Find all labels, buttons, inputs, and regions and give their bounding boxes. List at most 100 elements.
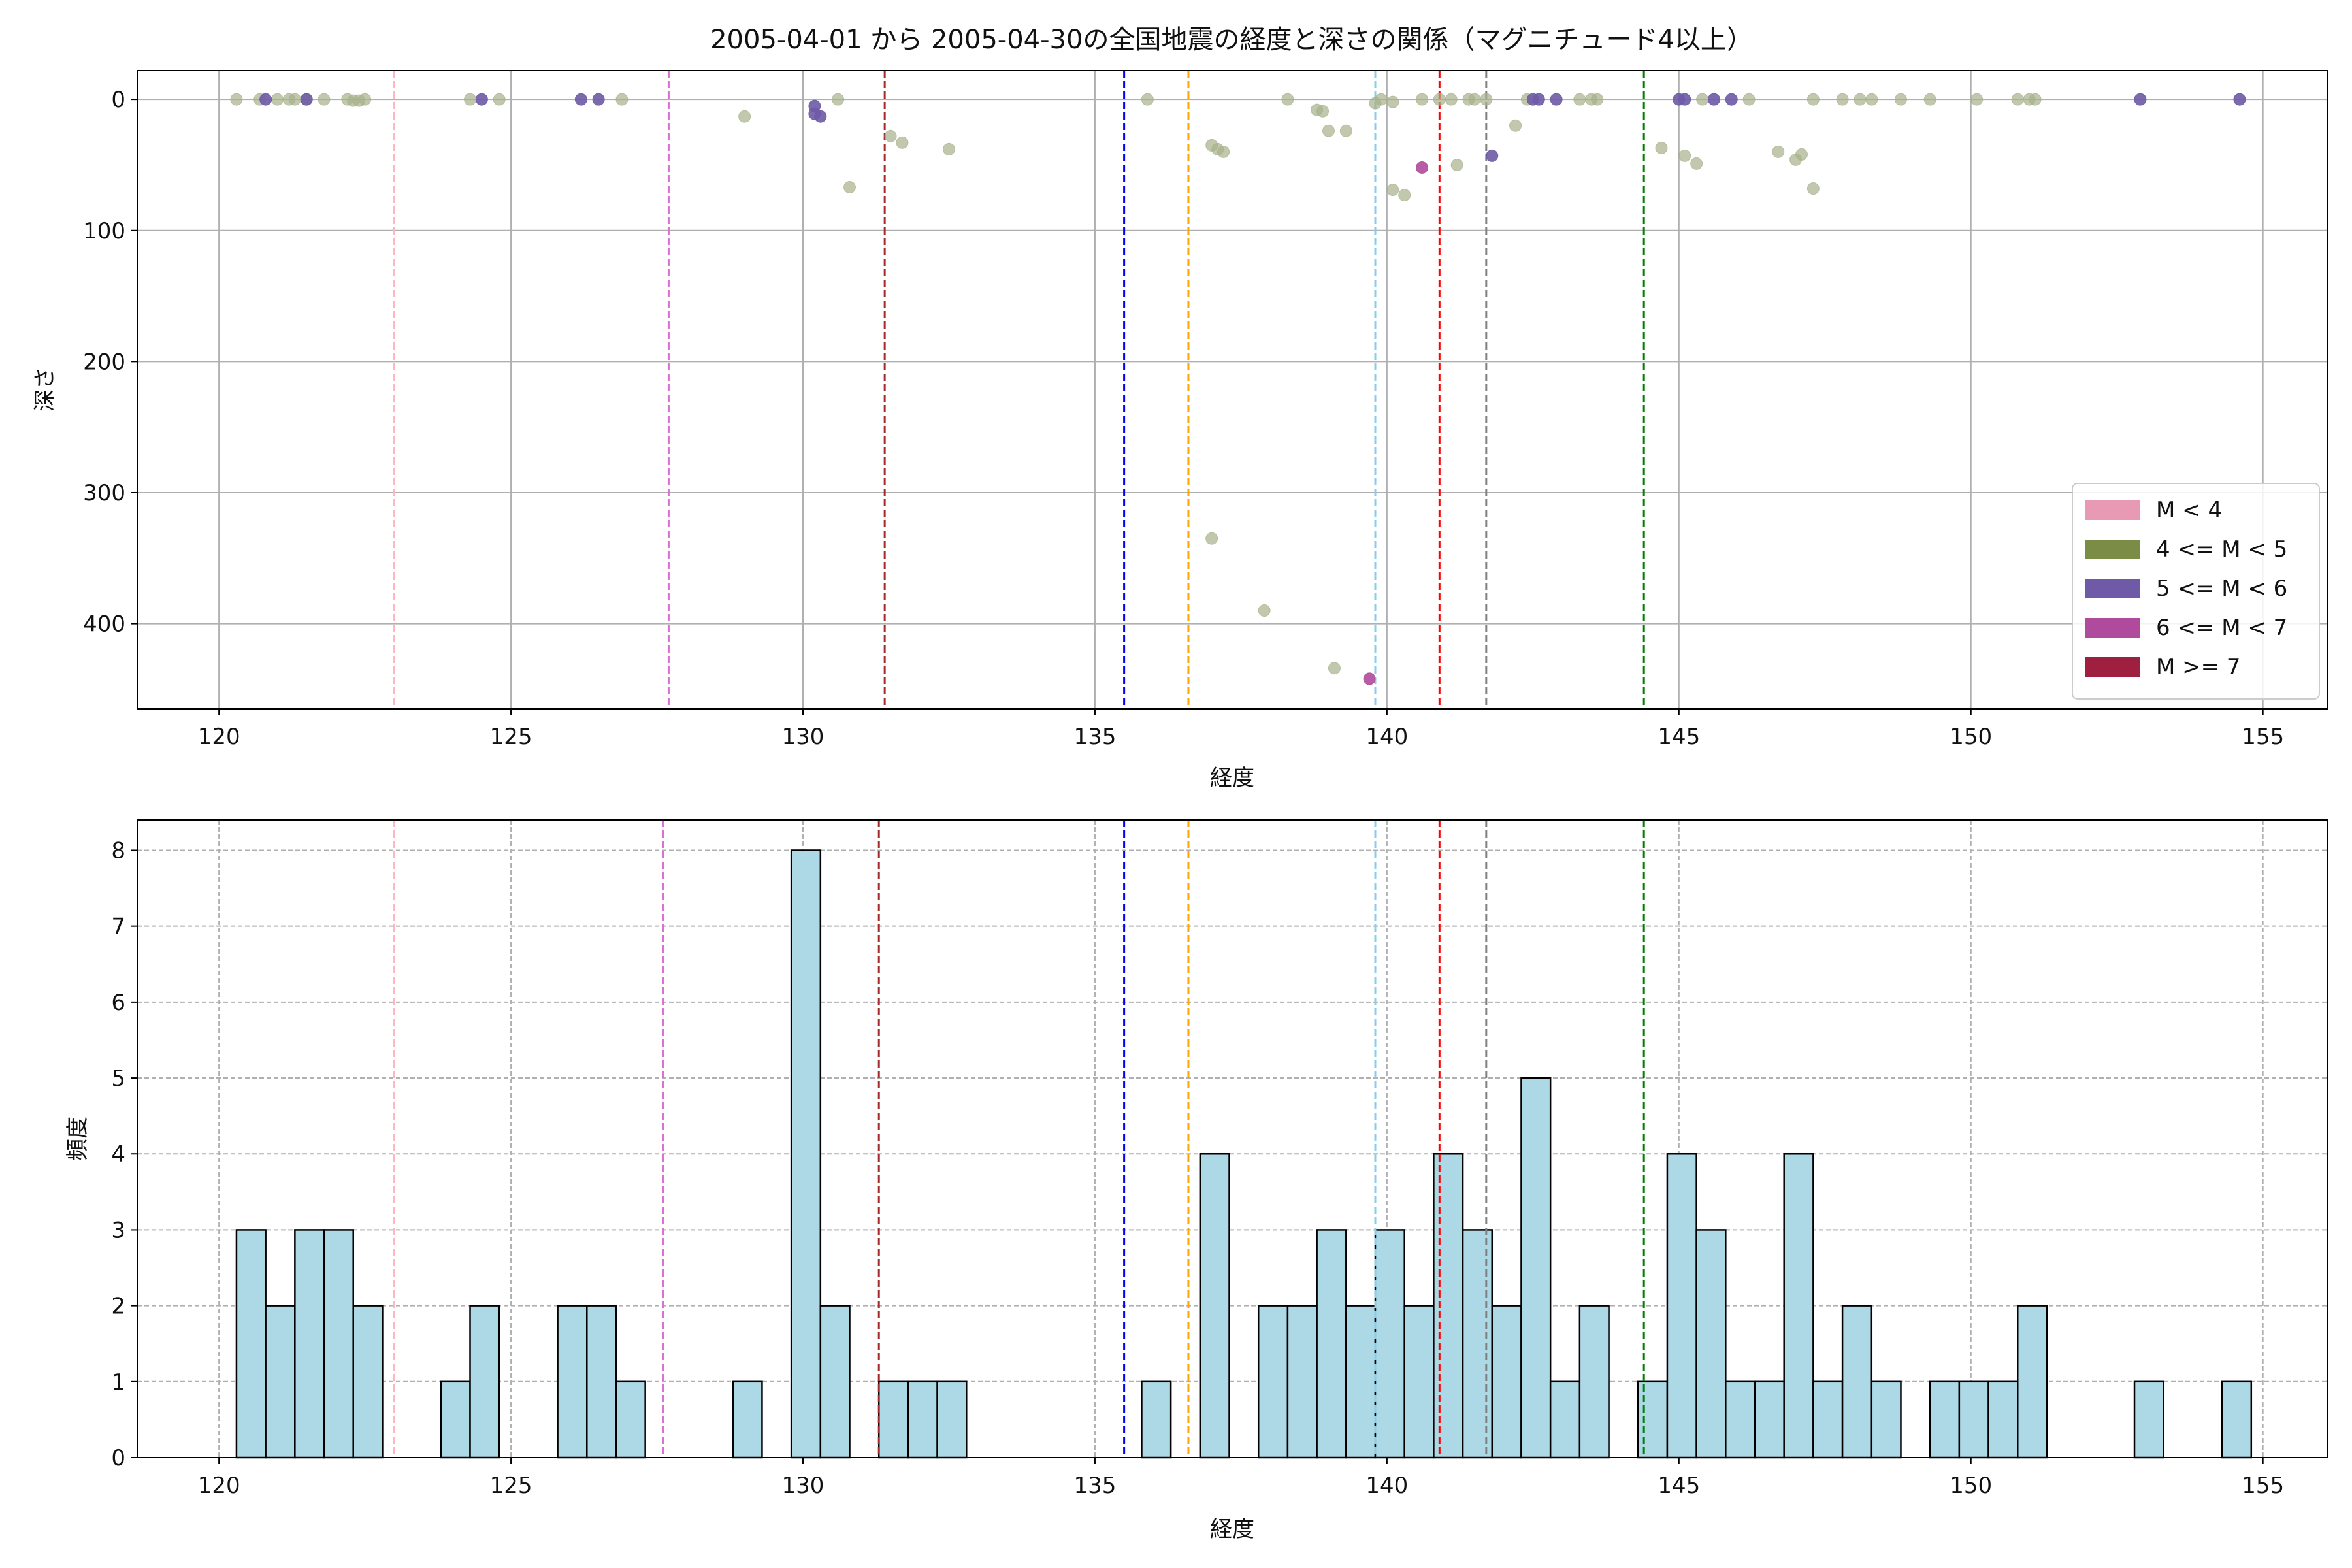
scatter-point <box>1591 93 1604 106</box>
scatter-legend: M < 4 4 <= M < 5 5 <= M < 6 6 <= M < 7 M >= … <box>2072 483 2320 700</box>
histogram-bar <box>1695 1229 1727 1459</box>
scatter-point <box>1416 161 1429 174</box>
scatter-point <box>1433 93 1446 106</box>
scatter-point <box>1725 93 1738 106</box>
histogram-y-tick-label: 0 <box>111 1445 125 1471</box>
scatter-point <box>1678 93 1691 106</box>
scatter-point <box>1339 124 1352 137</box>
histogram-y-tick-label: 3 <box>111 1217 125 1243</box>
scatter-legend-swatch <box>2085 500 2140 520</box>
scatter-point <box>1258 604 1271 617</box>
scatter-point <box>1854 93 1867 106</box>
histogram-bar <box>1316 1229 1347 1459</box>
scatter-point <box>1894 93 1907 106</box>
scatter-point <box>1532 93 1545 106</box>
scatter-point <box>592 93 605 106</box>
histogram-panel: 120 125 130 135 140 145 150 155 0 1 2 3 4 5 6 7 8 経度 頻度 <box>65 819 2328 1543</box>
scatter-x-tick-label: 140 <box>1365 724 1408 750</box>
histogram-bar <box>1929 1380 1961 1459</box>
histogram-bar <box>1520 1077 1552 1459</box>
scatter-point <box>1806 93 1820 106</box>
scatter-x-tick-label: 120 <box>198 724 240 750</box>
histogram-x-tick-label: 125 <box>490 1473 532 1499</box>
scatter-point <box>1386 95 1399 108</box>
scatter-point <box>1398 189 1411 202</box>
histogram-y-tick-label: 8 <box>111 838 125 864</box>
histogram-ticks: 120 125 130 135 140 145 150 155 0 1 2 3 4 5 6 7 8 <box>111 838 2284 1499</box>
scatter-point <box>1480 93 1493 106</box>
histogram-y-axis-label: 頻度 <box>65 1117 91 1161</box>
scatter-point <box>288 93 301 106</box>
scatter-point <box>1205 532 1218 545</box>
histogram-bar <box>1286 1305 1318 1459</box>
scatter-point <box>1806 182 1820 195</box>
scatter-point <box>1328 662 1341 675</box>
histogram-bar <box>1841 1305 1873 1459</box>
scatter-points <box>230 93 2246 685</box>
scatter-point <box>300 93 313 106</box>
scatter-point <box>738 110 751 123</box>
scatter-point <box>1970 93 1984 106</box>
histogram-bar <box>1812 1380 1844 1459</box>
scatter-point <box>2134 93 2147 106</box>
histogram-y-tick-label: 7 <box>111 914 125 940</box>
histogram-bar <box>235 1229 267 1459</box>
scatter-point <box>832 93 845 106</box>
histogram-bar <box>1462 1229 1494 1459</box>
scatter-point <box>1655 141 1668 154</box>
histogram-bar <box>1987 1380 2019 1459</box>
scatter-point <box>1550 93 1563 106</box>
scatter-point <box>615 93 629 106</box>
histogram-plot-frame <box>137 819 2328 1458</box>
histogram-bar <box>440 1380 471 1459</box>
scatter-x-tick-label: 150 <box>1950 724 1992 750</box>
histogram-x-tick-label: 130 <box>782 1473 825 1499</box>
histogram-bar <box>1433 1152 1464 1459</box>
scatter-point <box>843 181 857 194</box>
histogram-bar <box>615 1380 646 1459</box>
scatter-point <box>464 93 477 106</box>
histogram-bar <box>936 1380 968 1459</box>
scatter-point <box>1742 93 1756 106</box>
histogram-bar <box>352 1305 384 1459</box>
scatter-point <box>1923 93 1936 106</box>
scatter-point <box>2029 93 2042 106</box>
scatter-x-tick-label: 145 <box>1658 724 1700 750</box>
scatter-point <box>1486 149 1499 162</box>
histogram-bar <box>1666 1152 1697 1459</box>
scatter-point <box>2233 93 2246 106</box>
histogram-bar <box>1783 1152 1814 1459</box>
scatter-point <box>942 142 955 155</box>
scatter-legend-box <box>2072 483 2320 700</box>
scatter-point <box>1217 145 1230 158</box>
scatter-legend-swatch <box>2085 540 2140 559</box>
scatter-point <box>574 93 587 106</box>
histogram-bar <box>2221 1380 2253 1459</box>
scatter-legend-label: 4 <= M < 5 <box>2156 536 2287 563</box>
scatter-point <box>1316 105 1330 118</box>
histogram-x-axis-label: 経度 <box>1210 1516 1254 1543</box>
scatter-point <box>1386 184 1399 197</box>
scatter-y-tick-label: 300 <box>83 480 125 506</box>
histogram-x-tick-label: 120 <box>198 1473 240 1499</box>
scatter-point <box>1322 124 1335 137</box>
scatter-x-tick-label: 125 <box>490 724 532 750</box>
histogram-x-tick-label: 135 <box>1073 1473 1116 1499</box>
scatter-legend-label: 5 <= M < 6 <box>2156 576 2287 602</box>
histogram-x-tick-label: 155 <box>2242 1473 2284 1499</box>
scatter-y-tick-label: 400 <box>83 612 125 638</box>
scatter-point <box>493 93 506 106</box>
scatter-point <box>896 136 909 149</box>
scatter-point <box>1445 93 1458 106</box>
histogram-bar <box>1870 1380 1902 1459</box>
scatter-point <box>1363 672 1376 685</box>
scatter-point <box>1772 145 1785 158</box>
scatter-point <box>1678 149 1691 162</box>
scatter-point <box>884 129 897 142</box>
histogram-bar <box>1637 1380 1669 1459</box>
histogram-bar <box>819 1305 851 1459</box>
scatter-point <box>1509 119 1522 132</box>
histogram-x-tick-label: 140 <box>1365 1473 1408 1499</box>
scatter-point <box>1573 93 1586 106</box>
scatter-point <box>814 110 827 123</box>
